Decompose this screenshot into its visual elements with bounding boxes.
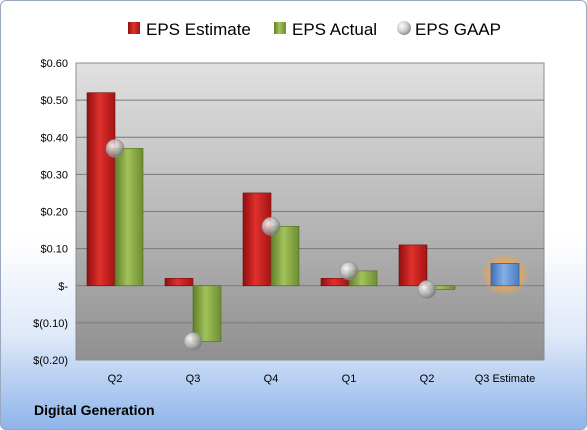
y-tick-label: $0.40 [40, 132, 68, 144]
y-tick-label: $(0.20) [33, 355, 68, 367]
bar-eps-estimate-future [490, 263, 520, 287]
x-tick-label: Q3 Estimate [475, 373, 536, 385]
bar-eps-estimate [242, 192, 272, 287]
y-tick-label: $0.20 [40, 207, 68, 219]
marker-eps-gaap [105, 139, 125, 158]
x-tick-label: Q2 [108, 373, 123, 385]
legend-swatch-gaap [397, 21, 411, 35]
bar-eps-estimate [86, 92, 116, 287]
bar-eps-actual [192, 285, 222, 342]
y-tick-label: $0.60 [40, 58, 68, 70]
x-axis: Q2 Q3 Q4 Q1 Q2 Q3 Estimate [108, 373, 536, 385]
legend: EPS Estimate EPS Actual EPS GAAP [128, 20, 501, 39]
y-axis: $0.60 $0.50 $0.40 $0.30 $0.20 $0.10 $- $(0.10) $… [33, 58, 68, 367]
legend-label-actual: EPS Actual [292, 20, 377, 39]
x-tick-label: Q3 [186, 373, 201, 385]
y-tick-label: $- [58, 281, 68, 293]
bar-eps-estimate [164, 278, 194, 287]
x-tick-label: Q2 [420, 373, 435, 385]
bar-eps-actual [270, 226, 300, 287]
x-tick-label: Q1 [342, 373, 357, 385]
legend-swatch-estimate [128, 22, 140, 34]
bar-eps-estimate [320, 278, 350, 287]
y-tick-label: $0.10 [40, 244, 68, 256]
legend-label-estimate: EPS Estimate [146, 20, 251, 39]
gaap-markers [105, 139, 437, 351]
marker-eps-gaap [261, 217, 281, 236]
marker-eps-gaap [417, 280, 437, 299]
legend-swatch-actual [274, 22, 286, 34]
legend-label-gaap: EPS GAAP [415, 20, 501, 39]
gridlines [76, 99, 544, 324]
y-tick-label: $(0.10) [33, 318, 68, 330]
company-name: Digital Generation [34, 402, 155, 418]
y-tick-label: $0.50 [40, 95, 68, 107]
bar-eps-actual [114, 148, 144, 287]
bars [86, 92, 529, 342]
x-tick-label: Q4 [264, 373, 279, 385]
y-tick-label: $0.30 [40, 169, 68, 181]
bar-eps-estimate [398, 244, 428, 287]
marker-eps-gaap [183, 332, 203, 351]
marker-eps-gaap [339, 261, 359, 281]
